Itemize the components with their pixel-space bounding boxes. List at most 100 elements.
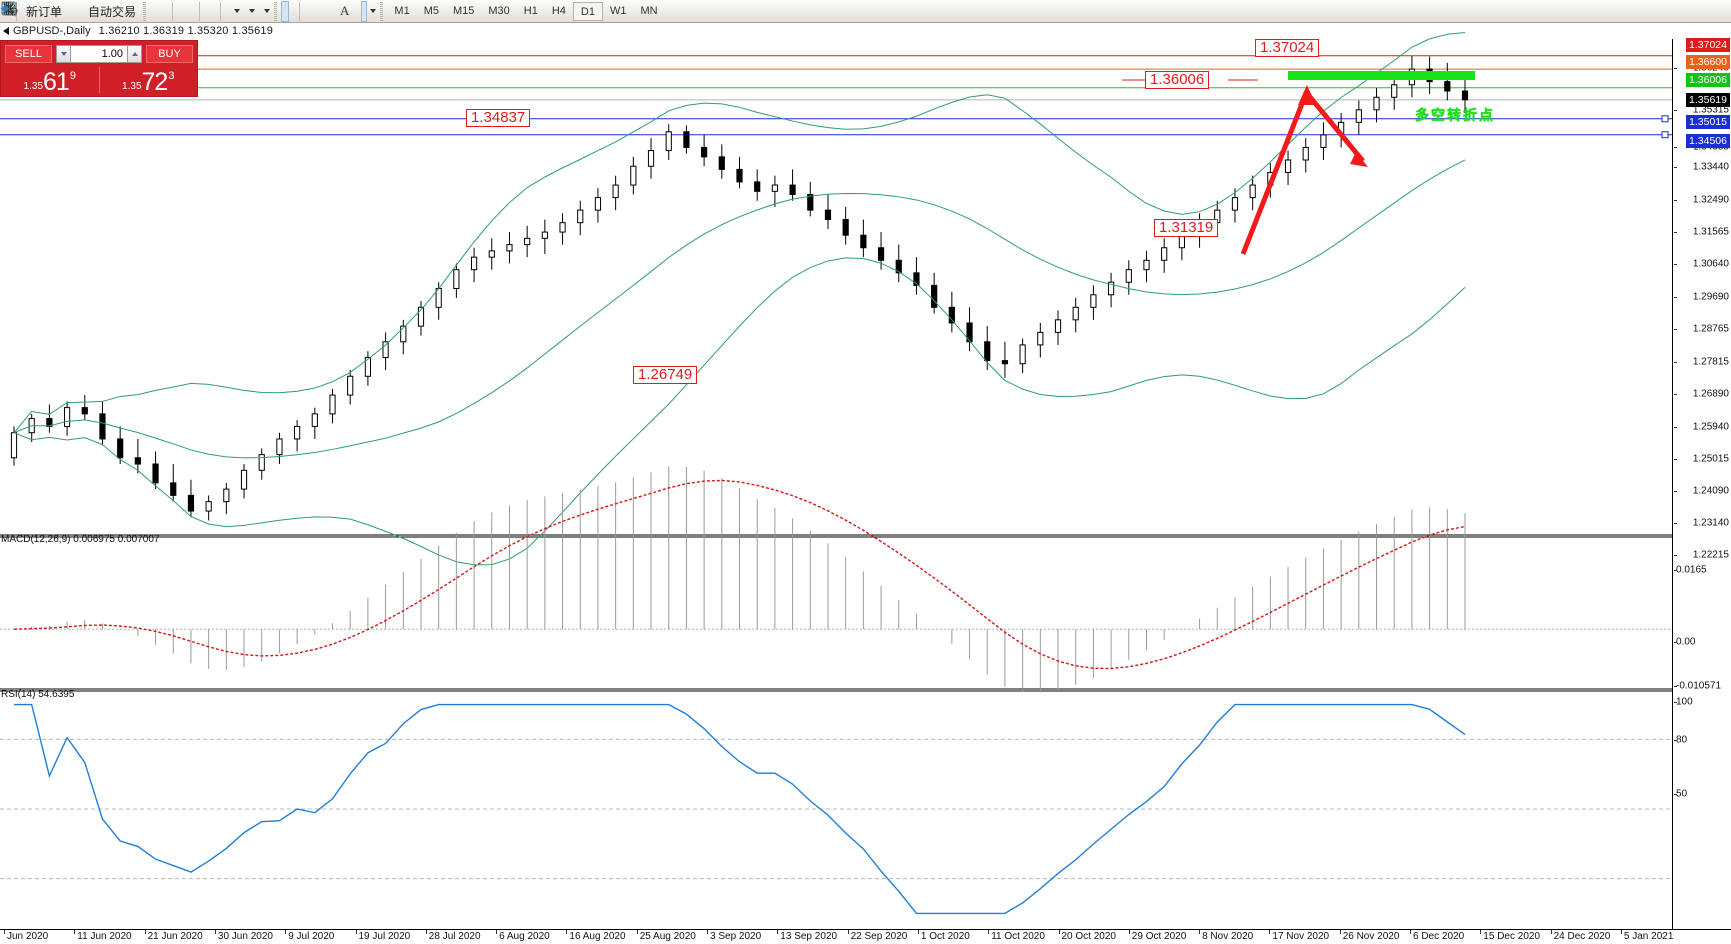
date-tick bbox=[144, 930, 146, 934]
indicator-tick-label: 0.00 bbox=[1676, 636, 1696, 648]
fibonacci-icon[interactable]: F bbox=[3, 1, 334, 22]
text-icon[interactable]: A bbox=[334, 1, 355, 22]
date-tick-label: 5 Jan 2021 bbox=[1623, 931, 1674, 942]
price-level-box-135015[interactable]: 1.35015 bbox=[1686, 115, 1730, 129]
indicator-tick-label: 50 bbox=[1676, 788, 1688, 800]
price-level-box-137024[interactable]: 1.37024 bbox=[1686, 38, 1730, 52]
indicators-icon[interactable] bbox=[2, 1, 231, 22]
timeframe-m5[interactable]: M5 bbox=[423, 4, 439, 17]
volume-increase-button[interactable] bbox=[127, 45, 142, 63]
autotrading-button[interactable]: 自动交易 bbox=[1, 1, 139, 22]
price-level-box-134506[interactable]: 1.34506 bbox=[1686, 134, 1730, 148]
date-tick bbox=[777, 930, 779, 934]
price-level-box-136006[interactable]: 1.36006 bbox=[1686, 73, 1730, 87]
ask-prefix: 1.35 bbox=[122, 81, 142, 92]
date-tick bbox=[285, 930, 287, 934]
autotrading-label: 自动交易 bbox=[88, 4, 137, 19]
date-tick-label: Jun 2020 bbox=[7, 931, 49, 942]
shapes-chevron-down-icon[interactable] bbox=[370, 9, 377, 13]
price-tick-label: 1.30640 bbox=[1692, 258, 1729, 270]
text-icon-glyph: A bbox=[340, 3, 350, 18]
timeframe-m1[interactable]: M1 bbox=[394, 4, 410, 17]
indicators-chevron-down-icon[interactable] bbox=[234, 9, 241, 13]
date-tick-label: 11 Jun 2020 bbox=[77, 931, 132, 942]
price-tick-label: 1.29690 bbox=[1692, 291, 1729, 303]
price-tag-126749[interactable]: 1.26749 bbox=[633, 366, 698, 384]
price-level-box-135619[interactable]: 1.35619 bbox=[1686, 93, 1730, 107]
price-tick bbox=[1674, 491, 1677, 492]
volume-decrease-button[interactable] bbox=[56, 45, 71, 63]
timeframe-m30[interactable]: M30 bbox=[488, 4, 510, 17]
price-tick bbox=[1674, 68, 1677, 69]
sell-button[interactable]: SELL bbox=[5, 45, 52, 63]
date-tick-label: 17 Nov 2020 bbox=[1272, 931, 1330, 942]
shapes-icon[interactable] bbox=[0, 0, 368, 22]
periods-chevron-down-icon[interactable] bbox=[249, 9, 256, 13]
date-tick bbox=[917, 930, 919, 934]
svg-text:F: F bbox=[12, 12, 16, 18]
symbol-name: GBPUSD-,Daily bbox=[13, 25, 91, 37]
price-chart-canvas[interactable]: 多空转折点 1.37024 1.36006 1.34837 1.31319 1.… bbox=[0, 32, 1672, 929]
cursor-arrow-icon[interactable] bbox=[4, 0, 290, 22]
date-tick-label: 24 Dec 2020 bbox=[1553, 931, 1611, 942]
volume-input[interactable]: 1.00 bbox=[71, 45, 127, 63]
date-tick-label: 22 Sep 2020 bbox=[850, 931, 908, 942]
ask-price[interactable]: 1.35 72 3 bbox=[100, 64, 198, 96]
price-level-box-136600[interactable]: 1.36600 bbox=[1686, 55, 1730, 69]
date-tick-label: 9 Jul 2020 bbox=[288, 931, 335, 942]
chart-pointer-icon bbox=[3, 27, 9, 35]
date-tick bbox=[1058, 930, 1060, 934]
price-scale-axis[interactable]: 1.362401.353151.343851.334401.324901.315… bbox=[1672, 38, 1731, 929]
price-tick bbox=[1674, 264, 1677, 265]
templates-chevron-down-icon[interactable] bbox=[264, 9, 271, 13]
chart-tile-icon[interactable] bbox=[2, 1, 195, 22]
resistance-zone bbox=[1288, 71, 1475, 80]
line-chart-icon[interactable] bbox=[2, 1, 168, 22]
chart-autoscroll-icon[interactable] bbox=[2, 1, 216, 22]
chart-graphics bbox=[0, 32, 1672, 915]
timeframe-h1[interactable]: H1 bbox=[523, 4, 538, 17]
price-tag-134837[interactable]: 1.34837 bbox=[466, 109, 531, 127]
price-tick-label: 1.23140 bbox=[1692, 517, 1729, 529]
indicator-tick-label: -0.010571 bbox=[1676, 680, 1722, 692]
date-tick-label: 6 Dec 2020 bbox=[1413, 931, 1465, 942]
indicator-tick-label: 100 bbox=[1676, 696, 1693, 708]
crosshair-icon[interactable] bbox=[2, 1, 295, 22]
ask-point: 3 bbox=[168, 70, 175, 82]
timeframe-m15[interactable]: M15 bbox=[452, 4, 475, 17]
price-tag-136006[interactable]: 1.36006 bbox=[1145, 71, 1210, 89]
periods-icon[interactable] bbox=[1, 1, 246, 22]
new-order-button[interactable]: 新订单 bbox=[2, 1, 65, 22]
price-tag-137024[interactable]: 1.37024 bbox=[1255, 39, 1320, 57]
date-tick-label: 13 Sep 2020 bbox=[780, 931, 838, 942]
templates-icon[interactable] bbox=[1, 1, 261, 22]
timeframe-w1[interactable]: W1 bbox=[609, 4, 627, 17]
date-scale-axis[interactable]: Jun 2020 11 Jun 2020 21 Jun 2020 30 Jun 202… bbox=[0, 929, 1731, 944]
price-tick bbox=[1674, 167, 1677, 168]
indicator-tick bbox=[1674, 702, 1677, 703]
date-tick-label: 26 Nov 2020 bbox=[1342, 931, 1400, 942]
timeframe-d1[interactable]: D1 bbox=[572, 1, 603, 21]
date-tick bbox=[74, 930, 76, 934]
price-tick bbox=[1674, 523, 1677, 524]
indicator-tick-label: 80 bbox=[1676, 734, 1688, 746]
price-tag-131319[interactable]: 1.31319 bbox=[1154, 219, 1219, 237]
date-tick bbox=[1620, 930, 1622, 934]
one-click-trading-panel[interactable]: SELL 1.00 BUY 1.35 61 9 1.35 72 3 bbox=[0, 40, 198, 97]
price-tick-label: 1.22215 bbox=[1692, 549, 1729, 561]
date-tick-label: 21 Jun 2020 bbox=[147, 931, 203, 942]
macd-indicator-label: MACD(12,26,9) 0.006975 0.007007 bbox=[1, 534, 160, 545]
date-tick-label: 16 Aug 2020 bbox=[569, 931, 626, 942]
bid-price[interactable]: 1.35 61 9 bbox=[1, 64, 99, 96]
indicator-tick bbox=[1674, 686, 1677, 687]
price-tick bbox=[1674, 297, 1677, 298]
buy-button[interactable]: BUY bbox=[146, 45, 193, 63]
date-tick-label: 6 Aug 2020 bbox=[499, 931, 550, 942]
price-tick-label: 1.33440 bbox=[1692, 161, 1729, 173]
price-tick bbox=[1674, 147, 1677, 148]
indicator-tick-label: 0.0165 bbox=[1676, 564, 1707, 576]
timeframe-h4[interactable]: H4 bbox=[551, 4, 566, 17]
price-tick-label: 1.26890 bbox=[1692, 388, 1729, 400]
timeframe-mn[interactable]: MN bbox=[640, 4, 658, 17]
date-tick-label: 11 Oct 2020 bbox=[991, 931, 1045, 942]
